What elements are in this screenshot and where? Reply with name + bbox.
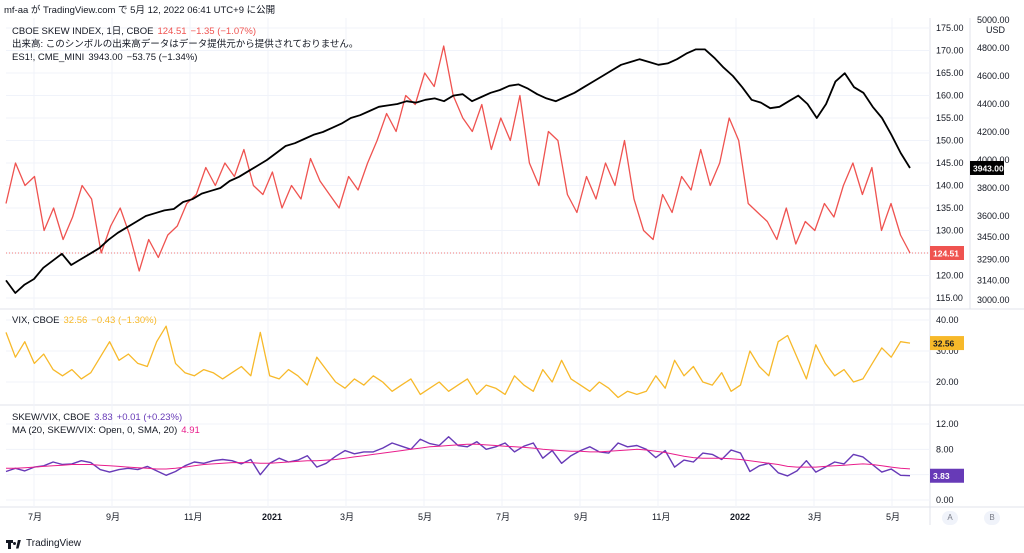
x-tick-label: 7月	[496, 512, 510, 522]
x-tick-label: 11月	[652, 512, 670, 522]
es-axis-tick: 4400.00	[977, 99, 1010, 109]
es-axis-tick: 4600.00	[977, 71, 1010, 81]
skew-axis-tick: 135.00	[936, 203, 964, 213]
vix-legend-value: 32.56	[63, 315, 88, 326]
x-tick-label: 5月	[886, 512, 900, 522]
ratio-series-line	[5, 436, 911, 477]
es-legend-change: −53.75 (−1.34%)	[126, 52, 198, 63]
ratio-legend: SKEW/VIX, CBOE 3.83 +0.01 (+0.23%)	[12, 412, 186, 424]
ma-series-line	[6, 443, 911, 470]
ratio-legend-change: +0.01 (+0.23%)	[116, 412, 183, 423]
ratio-legend-name: SKEW/VIX, CBOE	[12, 412, 91, 423]
x-tick-label: 3月	[340, 512, 354, 522]
footer-brand[interactable]: TradingView	[6, 538, 81, 549]
es-axis-tick: 4200.00	[977, 127, 1010, 137]
ratio-price-tag: 3.83	[933, 471, 950, 481]
skew-legend-change: −1.35 (−1.07%)	[190, 26, 257, 37]
log-scale-button[interactable]: B	[984, 511, 1000, 525]
skew-axis-tick: 150.00	[936, 136, 964, 146]
ratio-axis-tick: 0.00	[936, 495, 954, 505]
vix-series-line	[5, 325, 911, 399]
es-series-line	[5, 48, 911, 294]
publisher-line: mf-aa が TradingView.com で 5月 12, 2022 06…	[4, 5, 276, 16]
auto-scale-button[interactable]: A	[942, 511, 958, 525]
skew-legend: CBOE SKEW INDEX, 1日, CBOE 124.51 −1.35 (−1…	[12, 26, 260, 38]
es-axis-tick: 4000.00	[977, 155, 1010, 165]
es-axis-tick: 5000.00	[977, 15, 1010, 25]
ratio-axis-tick: 12.00	[936, 419, 959, 429]
x-tick-label: 9月	[574, 512, 588, 522]
vix-legend: VIX, CBOE 32.56 −0.43 (−1.30%)	[12, 315, 161, 327]
x-tick-label: 3月	[808, 512, 822, 522]
x-tick-label: 11月	[184, 512, 202, 522]
ratio-legend-value: 3.83	[94, 412, 113, 423]
skew-series-line	[5, 45, 911, 272]
vix-axis-tick: 30.00	[936, 346, 959, 356]
skew-axis-tick: 120.00	[936, 271, 964, 281]
es-axis-tick: 3450.00	[977, 232, 1010, 242]
skew-volume-note: 出来高: このシンボルの出来高データはデータ提供元から提供されておりません。	[12, 39, 359, 50]
vix-legend-name: VIX, CBOE	[12, 315, 60, 326]
x-tick-label: 2021	[262, 512, 282, 522]
x-tick-label: 9月	[106, 512, 120, 522]
skew-axis-tick: 165.00	[936, 68, 964, 78]
vix-axis-tick: 40.00	[936, 315, 959, 325]
tradingview-logo-icon	[6, 539, 22, 549]
es-axis-tick: 4800.00	[977, 43, 1010, 53]
skew-axis-tick: 140.00	[936, 181, 964, 191]
es-axis-tick: 3800.00	[977, 183, 1010, 193]
ma-legend: MA (20, SKEW/VIX: Open, 0, SMA, 20) 4.91	[12, 425, 204, 437]
es-axis-unit: USD	[986, 25, 1006, 35]
es-legend-name: ES1!, CME_MINI	[12, 52, 85, 63]
x-tick-label: 2022	[730, 512, 750, 522]
es-axis-tick: 3140.00	[977, 275, 1010, 285]
es-legend-value: 3943.00	[88, 52, 123, 63]
ma-legend-value: 4.91	[181, 425, 200, 436]
es-price-tag-bg	[970, 160, 1004, 175]
es-legend: ES1!, CME_MINI 3943.00 −53.75 (−1.34%)	[12, 52, 201, 64]
skew-legend-value: 124.51	[157, 26, 187, 37]
skew-axis-tick: 170.00	[936, 46, 964, 56]
skew-axis-tick: 130.00	[936, 226, 964, 236]
ratio-price-tag-bg	[930, 468, 964, 483]
ratio-axis-tick: 8.00	[936, 444, 954, 454]
skew-price-tag: 124.51	[933, 249, 959, 259]
skew-legend-name: CBOE SKEW INDEX, 1日, CBOE	[12, 26, 154, 37]
vix-price-tag-bg	[930, 336, 964, 351]
skew-axis-tick: 155.00	[936, 113, 964, 123]
es-axis-tick: 3290.00	[977, 254, 1010, 264]
vix-price-tag: 32.56	[933, 339, 955, 349]
x-tick-label: 7月	[28, 512, 42, 522]
footer-brand-label: TradingView	[26, 538, 82, 549]
skew-axis-tick: 115.00	[936, 293, 963, 303]
skew-axis-tick: 175.00	[936, 23, 964, 33]
es-axis-tick: 3600.00	[977, 211, 1010, 221]
es-axis-tick: 3000.00	[977, 295, 1010, 305]
ma-legend-name: MA (20, SKEW/VIX: Open, 0, SMA, 20)	[12, 425, 178, 436]
skew-axis-tick: 160.00	[936, 91, 964, 101]
skew-price-tag-bg	[930, 246, 964, 260]
skew-axis-tick: 145.00	[936, 158, 964, 168]
x-tick-label: 5月	[418, 512, 432, 522]
vix-axis-tick: 20.00	[936, 377, 959, 387]
vix-legend-change: −0.43 (−1.30%)	[91, 315, 157, 326]
es-price-tag: 3943.00	[973, 163, 1004, 173]
